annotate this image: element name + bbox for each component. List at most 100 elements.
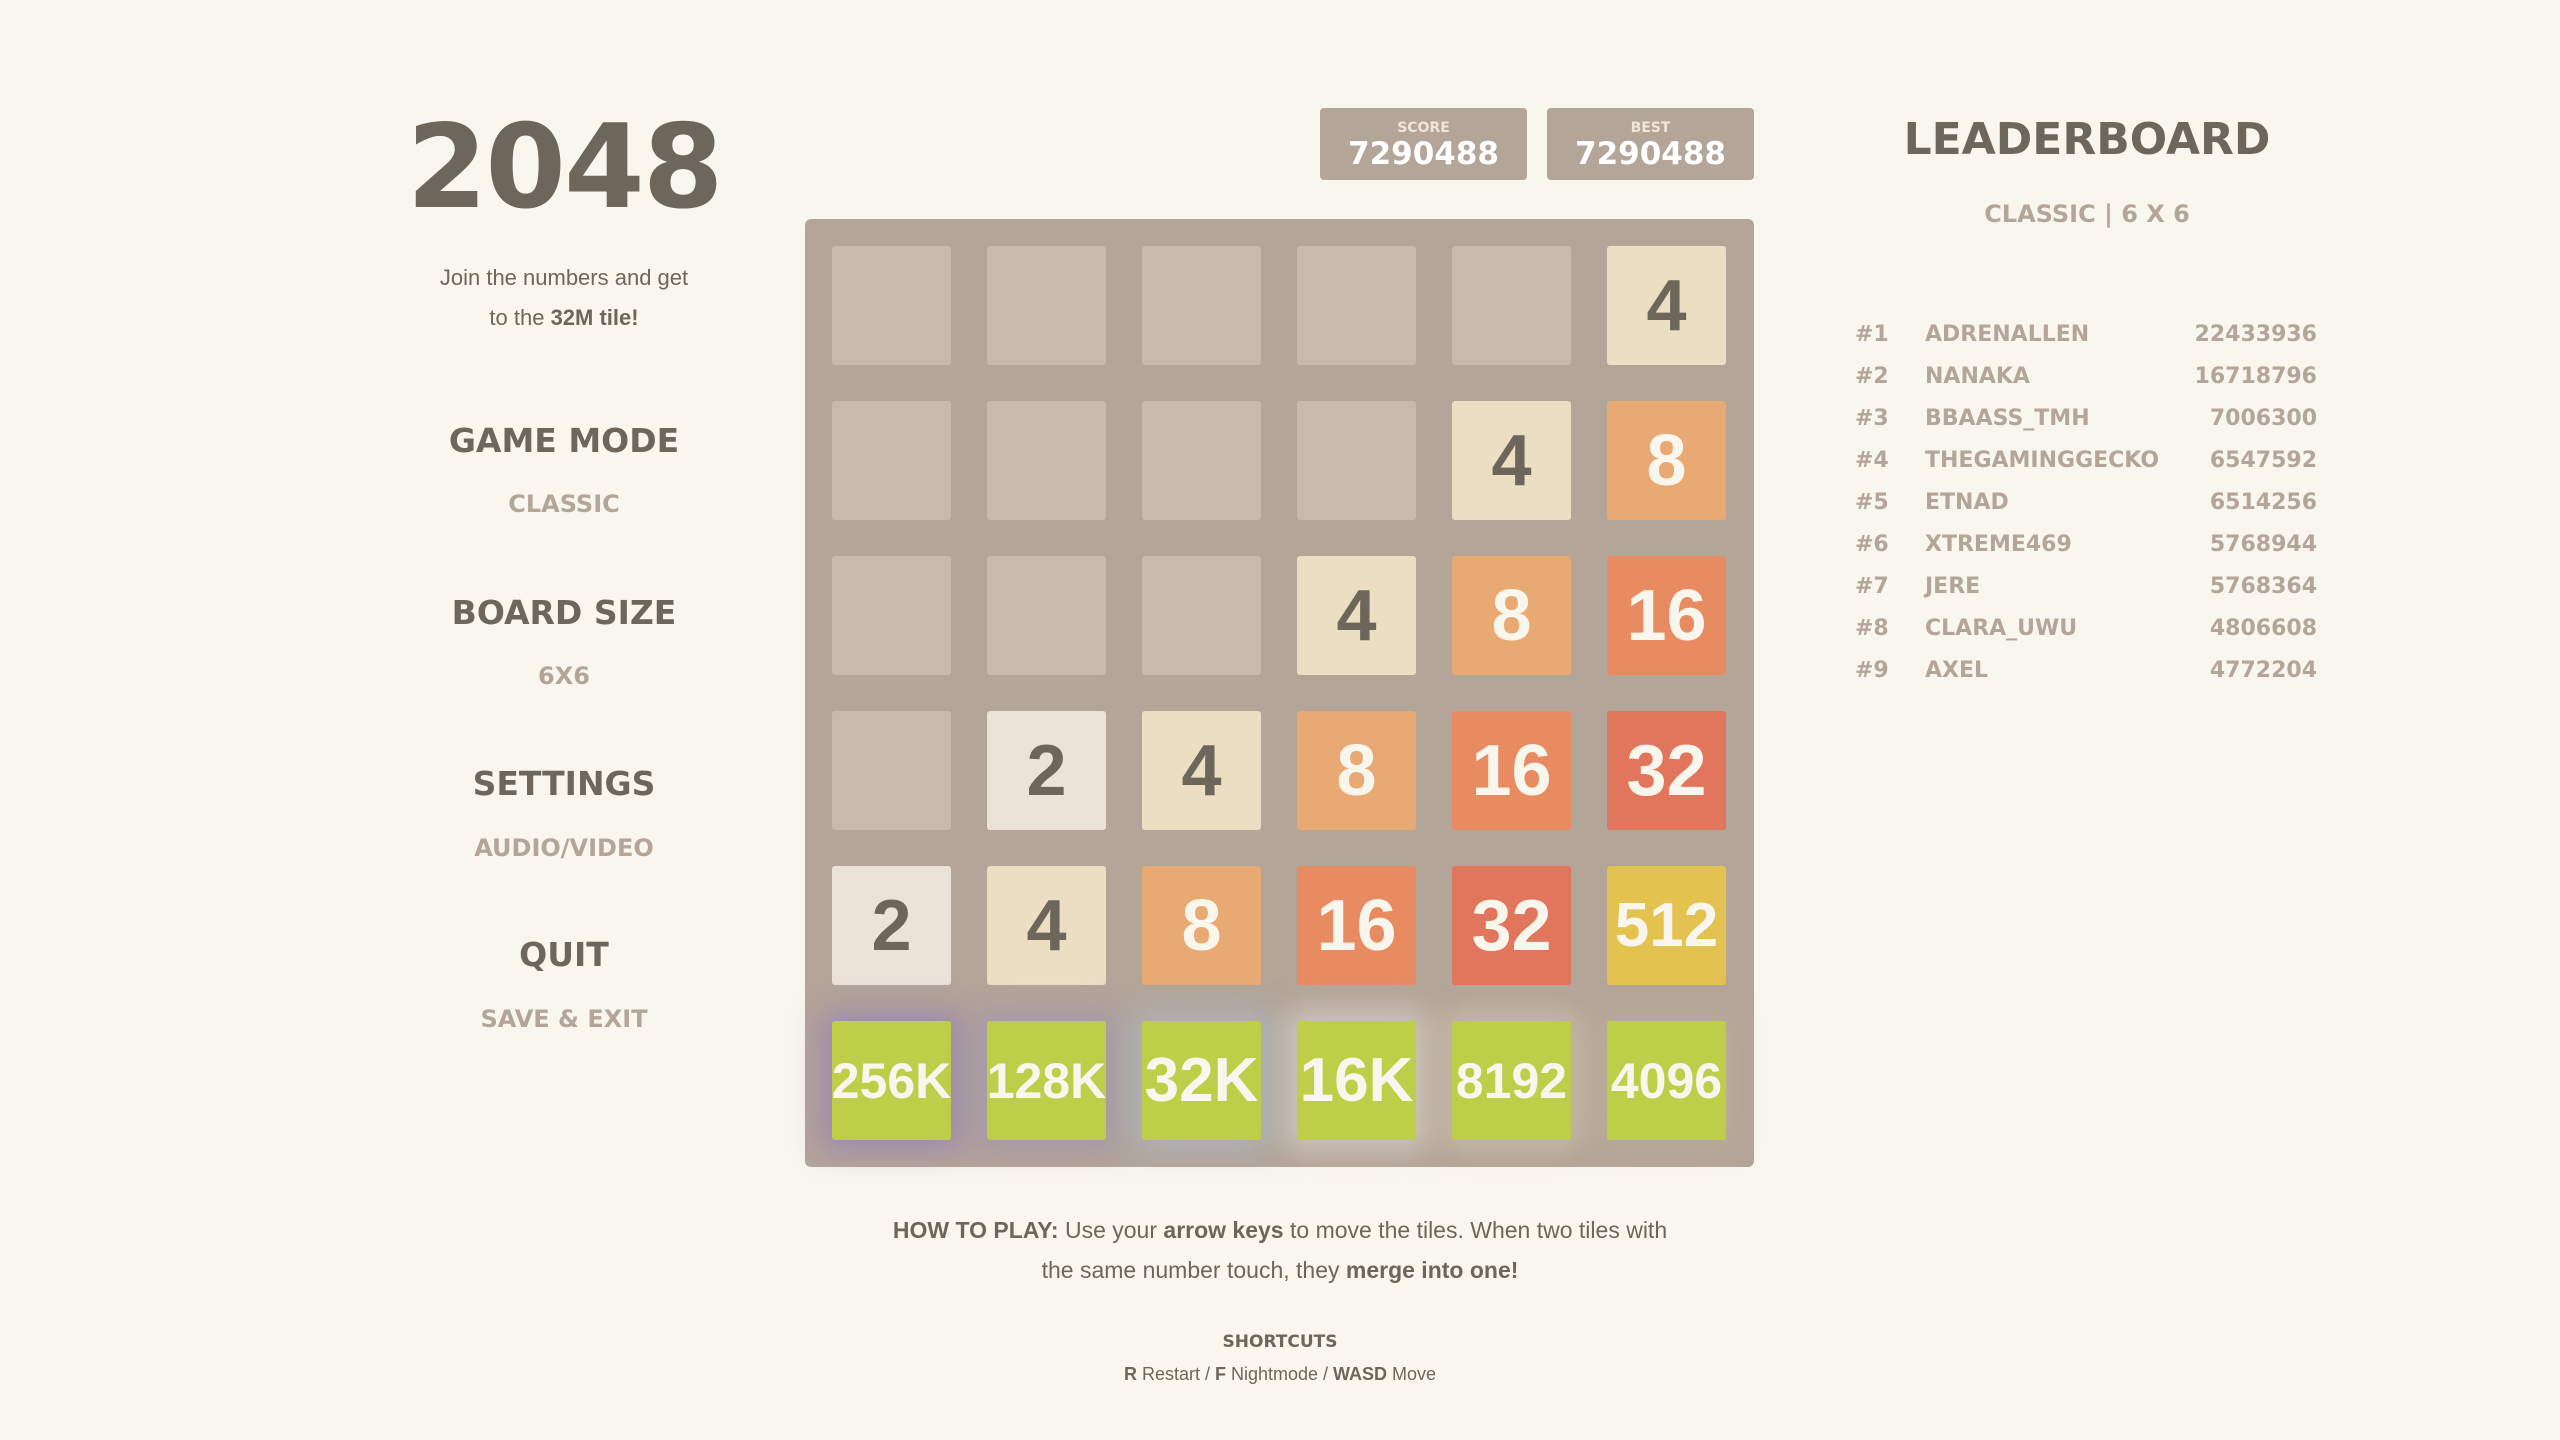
how-to-play: HOW TO PLAY: Use your arrow keys to move… — [893, 1210, 1667, 1290]
empty-cell — [832, 711, 951, 830]
leaderboard-row: #4 THEGAMINGGECKO 6547592 — [1855, 448, 2317, 488]
tile-512: 512 — [1607, 866, 1726, 985]
leaderboard-score: 22433936 — [2194, 322, 2317, 347]
tile-32: 32 — [1452, 866, 1571, 985]
empty-cell — [832, 246, 951, 365]
leaderboard-rank: #7 — [1855, 574, 1889, 599]
tile-128k: 128K — [987, 1021, 1106, 1140]
board-size-heading: BOARD SIZE — [451, 593, 677, 632]
text: the same number touch, they — [1041, 1257, 1346, 1283]
leaderboard-name: BBAASS_TMH — [1925, 406, 2090, 431]
tile-256k: 256K — [832, 1021, 951, 1140]
game-title: 2048 — [406, 100, 724, 235]
text-bold: merge into one! — [1345, 1257, 1519, 1283]
score-label: SCORE — [1397, 120, 1450, 136]
tile-4: 4 — [1607, 246, 1726, 365]
how-to-play-label: HOW TO PLAY: — [892, 1217, 1059, 1243]
leaderboard-name: ADRENALLEN — [1925, 322, 2090, 347]
leaderboard-rank: #6 — [1855, 532, 1889, 557]
key-wasd: WASD — [1333, 1364, 1388, 1384]
game-mode-heading: GAME MODE — [448, 421, 680, 460]
leaderboard-row: #6 XTREME469 5768944 — [1855, 532, 2317, 572]
shortcuts-list: R Restart / F Nightmode / WASD Move — [1124, 1364, 1436, 1385]
score-value: 7290488 — [1348, 136, 1499, 172]
tile-8: 8 — [1297, 711, 1416, 830]
leaderboard-name: ETNAD — [1925, 490, 2009, 515]
tile-4: 4 — [987, 866, 1106, 985]
tile-4: 4 — [1142, 711, 1261, 830]
leaderboard-rank: #1 — [1855, 322, 1889, 347]
tile-16k: 16K — [1297, 1021, 1416, 1140]
subtitle-line-1: Join the numbers and get — [439, 265, 689, 290]
leaderboard-rank: #3 — [1855, 406, 1889, 431]
leaderboard-row: #5 ETNAD 6514256 — [1855, 490, 2317, 530]
text: to move the tiles. When two tiles with — [1283, 1217, 1668, 1243]
leaderboard-name: CLARA_UWU — [1925, 616, 2078, 641]
tile-8: 8 — [1142, 866, 1261, 985]
leaderboard-row: #1 ADRENALLEN 22433936 — [1855, 322, 2317, 362]
best-label: BEST — [1630, 120, 1671, 136]
leaderboard-row: #9 AXEL 4772204 — [1855, 658, 2317, 698]
empty-cell — [987, 401, 1106, 520]
tile-32k: 32K — [1142, 1021, 1261, 1140]
leaderboard-row: #7 JERE 5768364 — [1855, 574, 2317, 614]
leaderboard-score: 4806608 — [2209, 616, 2317, 641]
tile-2: 2 — [832, 866, 951, 985]
leaderboard-name: JERE — [1925, 574, 1981, 599]
leaderboard-score: 16718796 — [2194, 364, 2317, 389]
best-box: BEST 7290488 — [1547, 108, 1754, 180]
subtitle: Join the numbers and get to the 32M tile… — [440, 258, 688, 338]
leaderboard-score: 7006300 — [2209, 406, 2317, 431]
empty-cell — [1452, 246, 1571, 365]
how-to-play-line-1: HOW TO PLAY: Use your arrow keys to move… — [893, 1210, 1667, 1250]
text: Nightmode / — [1225, 1364, 1334, 1384]
game-mode-button[interactable]: CLASSIC — [508, 490, 620, 518]
tile-32: 32 — [1607, 711, 1726, 830]
leaderboard-rank: #8 — [1855, 616, 1889, 641]
key-r: R — [1123, 1364, 1137, 1384]
empty-cell — [987, 556, 1106, 675]
tile-16: 16 — [1452, 711, 1571, 830]
leaderboard-score: 6547592 — [2209, 448, 2317, 473]
leaderboard-row: #3 BBAASS_TMH 7006300 — [1855, 406, 2317, 446]
leaderboard-name: THEGAMINGGECKO — [1925, 448, 2160, 473]
tile-4: 4 — [1452, 401, 1571, 520]
leaderboard-rank: #5 — [1855, 490, 1889, 515]
audio-video-button[interactable]: AUDIO/VIDEO — [474, 834, 654, 862]
score-box: SCORE 7290488 — [1320, 108, 1527, 180]
leaderboard-row: #2 NANAKA 16718796 — [1855, 364, 2317, 404]
leaderboard-subtitle: CLASSIC | 6 X 6 — [1984, 200, 2190, 228]
empty-cell — [832, 401, 951, 520]
leaderboard-rank: #4 — [1855, 448, 1889, 473]
empty-cell — [1142, 401, 1261, 520]
text: Restart / — [1136, 1364, 1215, 1384]
save-exit-button[interactable]: SAVE & EXIT — [480, 1005, 648, 1033]
text-bold: arrow keys — [1163, 1217, 1284, 1243]
subtitle-line-2: to the 32M tile! — [440, 298, 688, 338]
leaderboard-name: AXEL — [1925, 658, 1989, 683]
leaderboard-score: 6514256 — [2209, 490, 2317, 515]
leaderboard-name: NANAKA — [1925, 364, 2030, 389]
leaderboard-rank: #2 — [1855, 364, 1889, 389]
empty-cell — [1297, 401, 1416, 520]
empty-cell — [832, 556, 951, 675]
leaderboard-score: 4772204 — [2209, 658, 2317, 683]
leaderboard-name: XTREME469 — [1925, 532, 2072, 557]
subtitle-text: to the — [489, 305, 551, 330]
leaderboard-title: LEADERBOARD — [1903, 114, 2271, 165]
empty-cell — [1142, 556, 1261, 675]
tile-8: 8 — [1607, 401, 1726, 520]
tile-16: 16 — [1297, 866, 1416, 985]
game-board[interactable]: 4 4 8 4 8 16 2 4 8 16 32 2 4 8 16 32 512 256K 128K 32K 16K 81… — [805, 219, 1754, 1167]
text: Use your — [1058, 1217, 1164, 1243]
leaderboard-score: 5768944 — [2209, 532, 2317, 557]
key-f: F — [1214, 1364, 1226, 1384]
best-value: 7290488 — [1575, 136, 1726, 172]
tile-4096: 4096 — [1607, 1021, 1726, 1140]
text: Move — [1387, 1364, 1437, 1384]
empty-cell — [1297, 246, 1416, 365]
board-size-button[interactable]: 6X6 — [538, 662, 590, 690]
shortcuts-heading: SHORTCUTS — [1222, 1332, 1338, 1352]
tile-16: 16 — [1607, 556, 1726, 675]
tile-2: 2 — [987, 711, 1106, 830]
